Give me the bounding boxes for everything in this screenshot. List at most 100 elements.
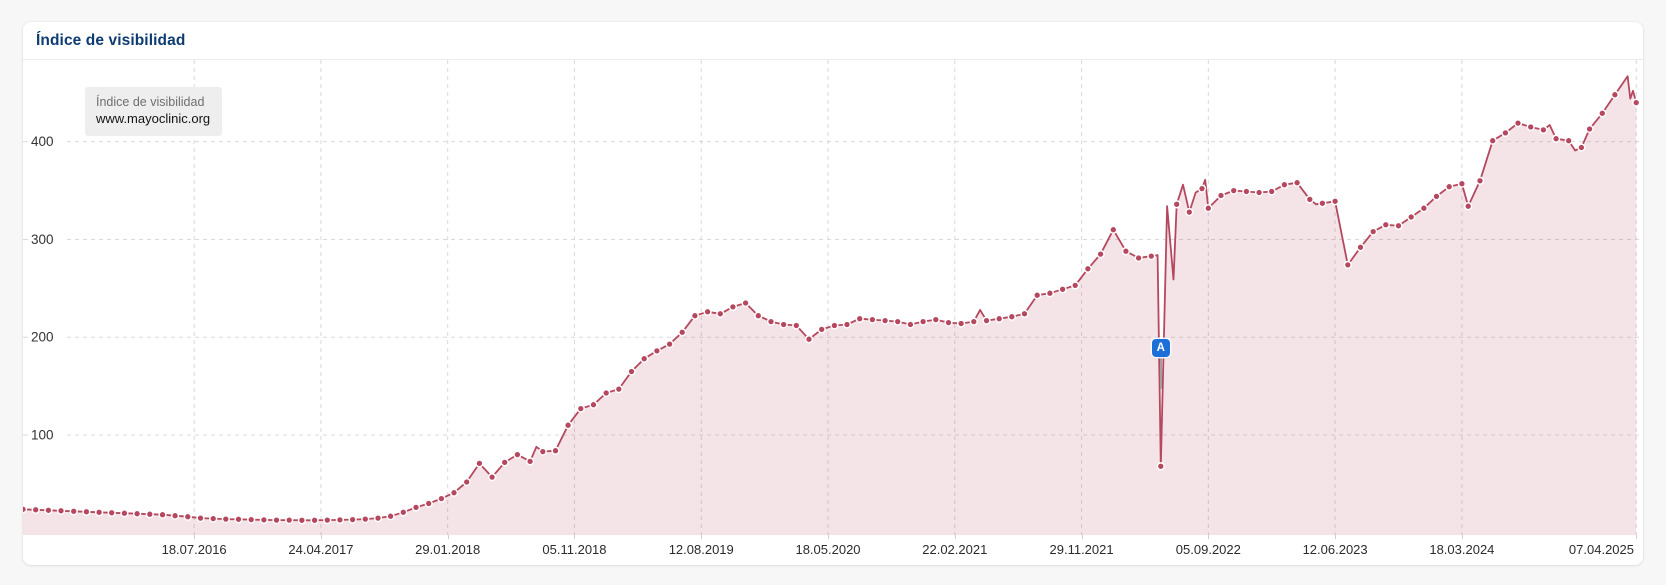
data-point-dot[interactable] (525, 457, 535, 466)
data-point-dot[interactable] (1464, 202, 1473, 211)
data-point-dot[interactable] (1292, 178, 1302, 187)
data-point-dot[interactable] (234, 515, 243, 524)
data-point-dot[interactable] (1267, 187, 1276, 196)
data-point-dot[interactable] (513, 450, 522, 459)
data-point-dot[interactable] (1305, 195, 1314, 204)
data-point-dot[interactable] (1071, 281, 1080, 290)
data-point-dot[interactable] (982, 316, 991, 325)
data-point-dot[interactable] (196, 513, 205, 523)
data-point-dot[interactable] (1185, 207, 1194, 217)
data-point-dot[interactable] (1577, 143, 1586, 152)
data-point-dot[interactable] (373, 513, 383, 523)
data-point-dot[interactable] (221, 514, 230, 524)
data-point-dot[interactable] (779, 320, 788, 329)
data-point-dot[interactable] (1632, 98, 1641, 107)
data-point-dot[interactable] (1204, 204, 1213, 213)
data-point-dot[interactable] (56, 506, 66, 515)
data-point-dot[interactable] (69, 507, 78, 516)
data-point-dot[interactable] (817, 325, 826, 334)
data-point-dot[interactable] (1318, 199, 1327, 208)
data-point-dot[interactable] (107, 508, 116, 517)
data-point-dot[interactable] (602, 388, 611, 398)
data-point-dot[interactable] (1229, 186, 1238, 195)
data-point-dot[interactable] (1513, 118, 1523, 128)
data-point-dot[interactable] (640, 354, 649, 363)
data-point-dot[interactable] (209, 514, 218, 523)
data-point-dot[interactable] (1564, 136, 1573, 145)
data-point-dot[interactable] (1394, 221, 1403, 230)
data-point-dot[interactable] (411, 503, 421, 512)
data-point-dot[interactable] (551, 446, 560, 455)
data-point-dot[interactable] (1058, 285, 1067, 294)
data-point-dot[interactable] (44, 506, 53, 515)
data-point-dot[interactable] (1475, 176, 1485, 185)
data-point-dot[interactable] (424, 499, 433, 508)
data-point-dot[interactable] (1419, 204, 1429, 213)
data-point-dot[interactable] (665, 339, 674, 349)
visibility-chart[interactable]: 100 200 300 400 Índice de visibilidad www.m… (23, 60, 1643, 535)
data-point-dot[interactable] (842, 320, 852, 329)
data-point-dot[interactable] (1501, 128, 1510, 138)
data-point-dot[interactable] (741, 298, 750, 308)
data-point-dot[interactable] (754, 311, 763, 320)
data-point-dot[interactable] (94, 508, 104, 517)
data-point-dot[interactable] (627, 367, 636, 376)
data-point-dot[interactable] (247, 515, 256, 524)
data-point-dot[interactable] (145, 510, 154, 519)
data-point-dot[interactable] (766, 317, 776, 326)
event-marker-a[interactable]: A (1151, 339, 1170, 357)
data-point-dot[interactable] (956, 319, 966, 328)
data-point-dot[interactable] (1343, 260, 1352, 270)
data-point-dot[interactable] (120, 509, 129, 518)
data-point-dot[interactable] (1330, 197, 1340, 206)
data-point-dot[interactable] (1156, 462, 1165, 471)
data-point-dot[interactable] (1381, 220, 1390, 229)
data-point-dot[interactable] (259, 515, 269, 525)
data-point-dot[interactable] (335, 515, 345, 525)
chart-canvas[interactable]: 100 200 300 400 (23, 60, 1643, 535)
data-point-dot[interactable] (1457, 179, 1467, 188)
data-point-dot[interactable] (1134, 253, 1143, 263)
data-point-dot[interactable] (475, 459, 484, 468)
data-point-dot[interactable] (1407, 212, 1416, 222)
data-point-dot[interactable] (1172, 200, 1181, 209)
data-point-dot[interactable] (1539, 125, 1548, 135)
data-point-dot[interactable] (158, 510, 167, 519)
data-point-dot[interactable] (868, 315, 877, 324)
data-point-dot[interactable] (855, 314, 864, 323)
data-point-dot[interactable] (487, 472, 497, 482)
data-point-dot[interactable] (931, 315, 940, 324)
data-point-dot[interactable] (1610, 90, 1620, 99)
data-point-dot[interactable] (589, 400, 598, 409)
data-point-dot[interactable] (1254, 188, 1264, 197)
data-point-dot[interactable] (183, 512, 192, 521)
data-point-dot[interactable] (1598, 109, 1607, 118)
data-point-dot[interactable] (323, 515, 332, 525)
data-point-dot[interactable] (1096, 249, 1105, 259)
data-point-dot[interactable] (1147, 251, 1156, 261)
data-point-dot[interactable] (1045, 289, 1055, 298)
data-point-dot[interactable] (272, 515, 281, 525)
data-point-dot[interactable] (678, 328, 687, 337)
data-point-dot[interactable] (361, 514, 370, 524)
data-point-dot[interactable] (576, 404, 585, 413)
data-point-dot[interactable] (1432, 192, 1441, 201)
data-point-dot[interactable] (1369, 227, 1378, 236)
data-point-dot[interactable] (1007, 312, 1016, 321)
data-point-dot[interactable] (500, 458, 509, 467)
data-point-dot[interactable] (690, 311, 700, 320)
data-point-dot[interactable] (82, 507, 91, 516)
data-point-dot[interactable] (804, 335, 814, 344)
data-point-dot[interactable] (310, 516, 319, 525)
data-point-dot[interactable] (462, 477, 471, 487)
data-point-dot[interactable] (1121, 247, 1131, 256)
data-point-dot[interactable] (1356, 243, 1365, 252)
data-point-dot[interactable] (1445, 182, 1454, 191)
data-point-dot[interactable] (893, 317, 902, 326)
data-point-dot[interactable] (906, 320, 915, 329)
data-point-dot[interactable] (297, 516, 307, 525)
data-point-dot[interactable] (969, 317, 978, 326)
data-point-dot[interactable] (31, 505, 40, 514)
data-point-dot[interactable] (1197, 184, 1207, 193)
data-point-dot[interactable] (348, 515, 357, 524)
